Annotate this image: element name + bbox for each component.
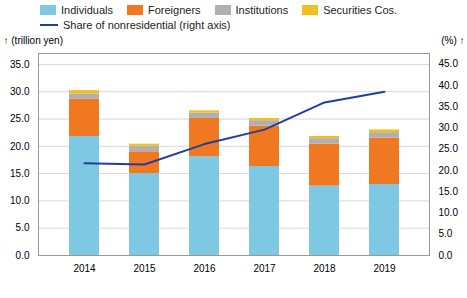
svg-text:2019: 2019 xyxy=(373,263,396,274)
svg-text:5.0: 5.0 xyxy=(16,222,30,233)
svg-text:2015: 2015 xyxy=(133,263,156,274)
svg-text:5.0: 5.0 xyxy=(439,228,453,239)
svg-text:30.0: 30.0 xyxy=(439,122,459,133)
svg-text:20.0: 20.0 xyxy=(10,141,30,152)
svg-text:40.0: 40.0 xyxy=(439,80,459,91)
svg-text:20.0: 20.0 xyxy=(439,165,459,176)
svg-text:10.0: 10.0 xyxy=(10,195,30,206)
svg-text:2018: 2018 xyxy=(313,263,336,274)
svg-text:0.0: 0.0 xyxy=(16,250,30,261)
html-text:Foreigners: Foreigners xyxy=(148,4,201,16)
html-text:Share of nonresidential (right: Share of nonresidential (right axis) xyxy=(63,19,231,31)
html-text:Individuals: Individuals xyxy=(61,4,113,16)
svg-text:2017: 2017 xyxy=(253,263,276,274)
svg-text:45.0: 45.0 xyxy=(439,58,459,69)
svg-text:0.0: 0.0 xyxy=(439,250,453,261)
svg-text:15.0: 15.0 xyxy=(10,168,30,179)
svg-text:2014: 2014 xyxy=(73,263,96,274)
html-text:Institutions: Institutions xyxy=(235,4,289,16)
svg-text:35.0: 35.0 xyxy=(10,59,30,70)
svg-text:25.0: 25.0 xyxy=(439,143,459,154)
svg-text:10.0: 10.0 xyxy=(439,207,459,218)
svg-text:15.0: 15.0 xyxy=(439,186,459,197)
svg-text:2016: 2016 xyxy=(193,263,216,274)
svg-text:35.0: 35.0 xyxy=(439,101,459,112)
svg-text:25.0: 25.0 xyxy=(10,113,30,124)
svg-text:↑ (trillion yen): ↑ (trillion yen) xyxy=(4,35,63,46)
html-text:Securities Cos.: Securities Cos. xyxy=(323,4,398,16)
svg-text:30.0: 30.0 xyxy=(10,86,30,97)
svg-text:(%) ↑: (%) ↑ xyxy=(441,35,464,46)
